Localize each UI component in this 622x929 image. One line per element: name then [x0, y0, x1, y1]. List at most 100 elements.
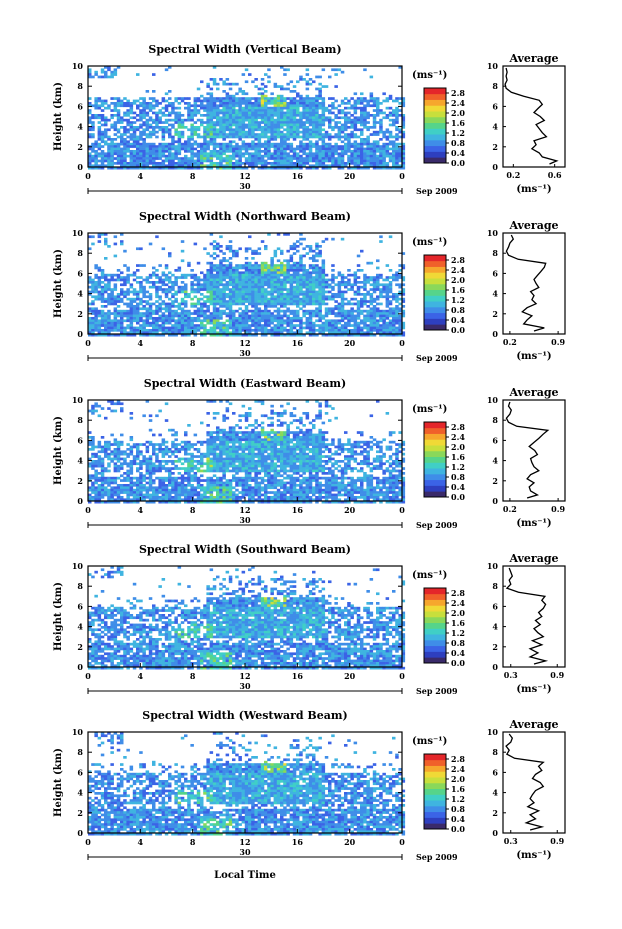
colorbar-swatch: [424, 260, 446, 267]
colorbar-swatch: [424, 765, 446, 772]
colorbar-tick-label: 0.0: [451, 492, 465, 502]
profile-y-tick-label: 8: [492, 747, 498, 757]
profile-y-tick-label: 4: [492, 122, 498, 132]
profile-x-tick-label: 0.3: [504, 836, 518, 846]
profile-title: Average: [508, 52, 558, 65]
colorbar-swatch: [424, 599, 446, 606]
x-tick-label: 8: [190, 505, 196, 515]
panel-0: Spectral Width (Vertical Beam) Height (km…: [53, 43, 566, 196]
colorbar-swatch: [424, 145, 446, 152]
profile-y-tick-label: 2: [492, 642, 498, 652]
colorbar-tick-label: 0.4: [451, 482, 465, 492]
y-tick-label: 4: [77, 122, 83, 132]
profile-line: [504, 67, 559, 165]
colorbar-swatch: [424, 651, 446, 658]
colorbar-tick-label: 2.4: [451, 98, 465, 108]
profile-y-tick-label: 2: [492, 476, 498, 486]
colorbar-tick-label: 2.8: [451, 88, 465, 98]
colorbar-swatch: [424, 295, 446, 302]
x-tick-label: 20: [344, 505, 356, 515]
colorbar-unit: (ms⁻¹): [412, 70, 447, 81]
x-tick-label: 12: [239, 171, 250, 181]
colorbar-swatch: [424, 782, 446, 790]
date-label: Sep 2009: [416, 852, 458, 862]
colorbar-unit: (ms⁻¹): [412, 570, 447, 581]
colorbar-swatch: [424, 817, 446, 824]
profile-x-tick-label: 0.9: [550, 670, 564, 680]
colorbar-frame: [423, 587, 447, 664]
y-tick-label: 8: [77, 81, 83, 91]
x-tick-label: 8: [190, 837, 196, 847]
panel-title: Spectral Width (Eastward Beam): [144, 377, 346, 390]
panel-3: Spectral Width (Southward Beam) Height (k…: [53, 543, 566, 696]
y-tick-label: 8: [77, 248, 83, 258]
x-tick-label: 8: [190, 171, 196, 181]
colorbar-swatch: [424, 777, 446, 784]
y-axis-label: Height (km): [53, 582, 64, 651]
colorbar-tick-label: 2.0: [451, 108, 465, 118]
colorbar-swatch: [424, 433, 446, 440]
colorbar-swatch: [424, 445, 446, 452]
profile-y-tick-label: 6: [492, 601, 498, 611]
profile-y-tick-label: 10: [487, 727, 499, 737]
colorbar-swatch: [424, 611, 446, 618]
x-tick-label: 0: [85, 837, 91, 847]
colorbar-swatch: [424, 422, 446, 429]
colorbar-swatch: [424, 468, 446, 475]
colorbar-tick-label: 1.6: [451, 285, 465, 295]
colorbar-tick-label: 1.6: [451, 784, 465, 794]
colorbar-tick-label: 2.8: [451, 588, 465, 598]
profile-y-tick-label: 6: [492, 268, 498, 278]
colorbar-swatch: [424, 283, 446, 291]
x-tick-label: 0: [399, 171, 405, 181]
profile-x-tick-label: 0.6: [548, 170, 562, 180]
colorbar-tick-label: 0.4: [451, 315, 465, 325]
profile-y-tick-label: 4: [492, 788, 498, 798]
x-tick-label: 8: [190, 338, 196, 348]
colorbar-swatch: [424, 122, 446, 129]
profile-y-tick-label: 10: [487, 228, 499, 238]
x-tick-label: 12: [239, 505, 250, 515]
profile-title: Average: [508, 718, 558, 731]
colorbar-swatch: [424, 788, 446, 795]
heatmap-cells: [88, 66, 406, 170]
profile-frame: [502, 232, 566, 335]
profile-x-tick-label: 0.9: [550, 836, 564, 846]
x-tick-label: 20: [344, 837, 356, 847]
colorbar-swatch: [424, 105, 446, 112]
y-axis-label: Height (km): [53, 82, 64, 151]
x-tick-label: 0: [85, 338, 91, 348]
colorbar-swatch: [424, 754, 446, 761]
profile-y-tick-label: 2: [492, 808, 498, 818]
colorbar-tick-label: 2.0: [451, 774, 465, 784]
colorbar-tick-label: 2.0: [451, 275, 465, 285]
y-axis-label: Height (km): [53, 748, 64, 817]
colorbar-swatch: [424, 811, 446, 818]
x-tick-label: 0: [399, 505, 405, 515]
profile-line: [505, 567, 549, 665]
colorbar-tick-label: 2.4: [451, 764, 465, 774]
colorbar-tick-label: 1.2: [451, 462, 465, 472]
profile-y-tick-label: 0: [492, 162, 498, 172]
colorbar-tick-label: 2.8: [451, 754, 465, 764]
profile-unit: (ms⁻¹): [516, 351, 551, 362]
colorbar-tick-label: 2.0: [451, 442, 465, 452]
colorbar-tick-label: 2.4: [451, 432, 465, 442]
y-tick-label: 8: [77, 747, 83, 757]
colorbar-tick-label: 0.0: [451, 325, 465, 335]
day-marker: 30: [239, 681, 251, 691]
profile-line: [505, 234, 547, 332]
y-tick-label: 6: [77, 767, 83, 777]
colorbar-swatch: [424, 272, 446, 279]
profile-y-tick-label: 6: [492, 767, 498, 777]
x-tick-label: 12: [239, 837, 250, 847]
profile-unit: (ms⁻¹): [516, 684, 551, 695]
colorbar-tick-label: 1.2: [451, 794, 465, 804]
profile-frame: [502, 65, 566, 168]
heatmap-cells: [88, 400, 406, 504]
y-tick-label: 0: [77, 496, 83, 506]
y-tick-label: 2: [77, 142, 83, 152]
colorbar-tick-label: 1.2: [451, 295, 465, 305]
x-tick-label: 0: [399, 837, 405, 847]
colorbar-tick-label: 1.6: [451, 618, 465, 628]
